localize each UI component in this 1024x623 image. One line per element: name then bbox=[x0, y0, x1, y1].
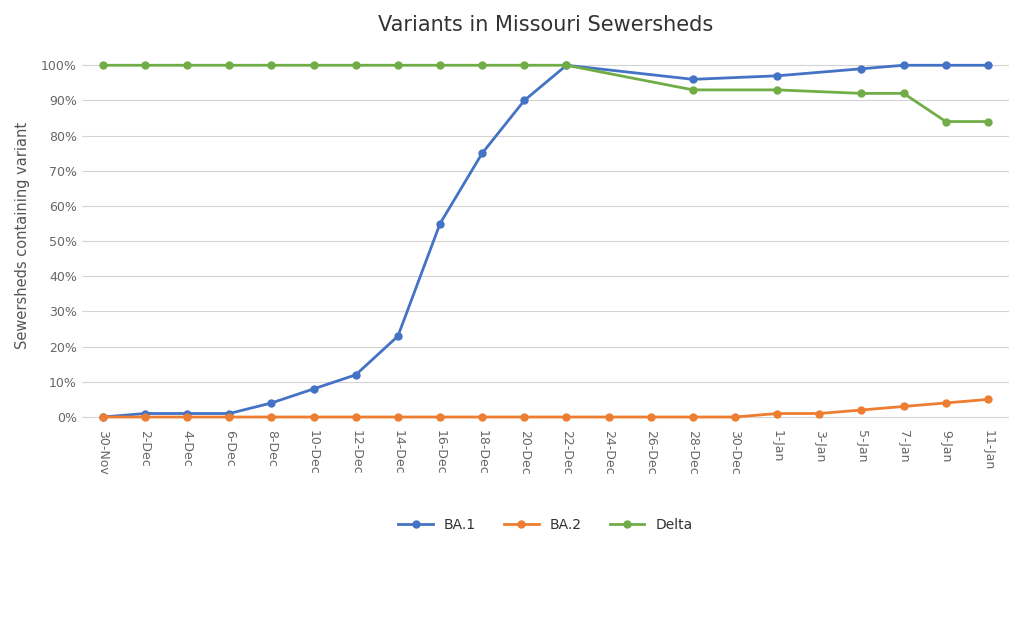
BA.2 bbox=[560, 413, 572, 421]
Delta bbox=[518, 62, 530, 69]
BA.1 bbox=[518, 97, 530, 104]
BA.2 bbox=[139, 413, 152, 421]
Delta bbox=[434, 62, 446, 69]
BA.1 bbox=[897, 62, 909, 69]
BA.2 bbox=[518, 413, 530, 421]
BA.2 bbox=[181, 413, 194, 421]
Delta bbox=[307, 62, 319, 69]
BA.1 bbox=[349, 371, 361, 379]
BA.2 bbox=[645, 413, 657, 421]
BA.1 bbox=[223, 410, 236, 417]
BA.2 bbox=[392, 413, 404, 421]
BA.1 bbox=[940, 62, 952, 69]
BA.1 bbox=[560, 62, 572, 69]
BA.2 bbox=[940, 399, 952, 407]
Delta bbox=[181, 62, 194, 69]
BA.1 bbox=[392, 333, 404, 340]
Delta bbox=[897, 90, 909, 97]
BA.2 bbox=[223, 413, 236, 421]
BA.1 bbox=[139, 410, 152, 417]
BA.2 bbox=[771, 410, 783, 417]
BA.2 bbox=[982, 396, 994, 403]
BA.2 bbox=[265, 413, 278, 421]
BA.1 bbox=[771, 72, 783, 80]
BA.2 bbox=[434, 413, 446, 421]
BA.2 bbox=[476, 413, 488, 421]
Y-axis label: Sewersheds containing variant: Sewersheds containing variant bbox=[15, 122, 30, 350]
BA.1 bbox=[97, 413, 110, 421]
BA.2 bbox=[855, 406, 867, 414]
BA.1 bbox=[476, 150, 488, 157]
BA.2 bbox=[602, 413, 614, 421]
BA.2 bbox=[813, 410, 825, 417]
BA.1 bbox=[181, 410, 194, 417]
Delta bbox=[265, 62, 278, 69]
Delta bbox=[982, 118, 994, 125]
Delta bbox=[855, 90, 867, 97]
Delta bbox=[940, 118, 952, 125]
Delta bbox=[392, 62, 404, 69]
Delta bbox=[349, 62, 361, 69]
Line: BA.2: BA.2 bbox=[99, 396, 991, 421]
BA.1 bbox=[434, 220, 446, 227]
BA.1 bbox=[687, 75, 699, 83]
BA.1 bbox=[265, 399, 278, 407]
BA.1 bbox=[307, 385, 319, 392]
BA.2 bbox=[729, 413, 741, 421]
Legend: BA.1, BA.2, Delta: BA.1, BA.2, Delta bbox=[392, 513, 698, 538]
BA.2 bbox=[307, 413, 319, 421]
BA.1 bbox=[982, 62, 994, 69]
BA.2 bbox=[687, 413, 699, 421]
BA.2 bbox=[897, 402, 909, 410]
Delta bbox=[139, 62, 152, 69]
Delta bbox=[771, 86, 783, 93]
Delta bbox=[476, 62, 488, 69]
Delta bbox=[223, 62, 236, 69]
Title: Variants in Missouri Sewersheds: Variants in Missouri Sewersheds bbox=[378, 15, 713, 35]
BA.2 bbox=[97, 413, 110, 421]
BA.2 bbox=[349, 413, 361, 421]
Line: Delta: Delta bbox=[99, 62, 991, 125]
Line: BA.1: BA.1 bbox=[99, 62, 991, 421]
Delta bbox=[687, 86, 699, 93]
BA.1 bbox=[855, 65, 867, 72]
Delta bbox=[97, 62, 110, 69]
Delta bbox=[560, 62, 572, 69]
